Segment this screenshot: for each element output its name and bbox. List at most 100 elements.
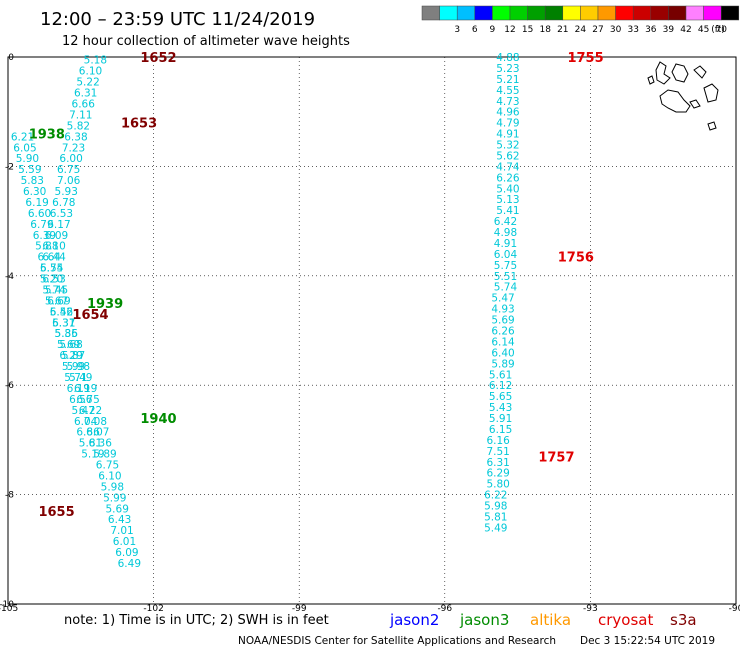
legend-label: 42	[680, 25, 691, 35]
wave-height-value: 5.62	[496, 150, 519, 162]
legend-unit: (ft)	[711, 25, 725, 35]
legend-label: 12	[504, 25, 515, 35]
legend-swatch	[597, 5, 616, 21]
wave-height-value: 5.67	[45, 295, 68, 307]
legend-swatch	[474, 5, 493, 21]
wave-height-value: 5.99	[103, 492, 126, 504]
wave-height-value: 6.42	[494, 216, 517, 228]
wave-height-value: 6.04	[494, 249, 518, 261]
credit-text: NOAA/NESDIS Center for Satellite Applica…	[238, 635, 556, 647]
satellite-name: cryosat	[598, 611, 653, 629]
wave-height-value: 6.39	[33, 230, 56, 242]
wave-height-value: 5.71	[64, 372, 87, 384]
wave-height-value: 4.73	[496, 96, 519, 108]
y-tick-label: 0	[8, 53, 14, 63]
wave-height-value: 6.36	[89, 438, 113, 450]
wave-height-value: 5.75	[40, 263, 63, 275]
wave-height-value: 6.15	[489, 424, 512, 436]
wave-height-value: 6.10	[79, 66, 102, 78]
legend-swatch	[720, 5, 740, 21]
time-label: 1757	[538, 450, 574, 465]
wave-height-value: 5.35	[55, 328, 78, 340]
wave-height-value: 6.09	[115, 547, 138, 559]
legend-swatch	[703, 5, 722, 21]
wave-height-value: 6.44	[42, 252, 66, 264]
chart-title: 12:00 – 23:59 UTC 11/24/2019	[40, 9, 315, 30]
wave-height-value: 5.82	[67, 120, 90, 132]
wave-height-value: 6.31	[486, 457, 509, 469]
legend-swatch	[650, 5, 669, 21]
wave-height-value: 5.68	[59, 339, 82, 351]
legend-label: 45	[698, 25, 709, 35]
x-tick-label: -93	[583, 604, 598, 614]
wave-height-value: 6.43	[108, 514, 131, 526]
wave-height-value: 5.69	[106, 503, 129, 515]
wave-height-value: 6.66	[72, 98, 96, 110]
wave-height-value: 5.40	[496, 183, 519, 195]
wave-height-value: 7.11	[69, 109, 92, 121]
time-label: 1756	[558, 251, 594, 266]
legend-label: 18	[539, 25, 551, 35]
x-tick-label: -90	[729, 604, 740, 614]
wave-height-value: 5.83	[21, 175, 44, 187]
wave-height-value: 5.47	[72, 405, 95, 417]
wave-height-value: 5.31	[52, 317, 75, 329]
wave-height-value: 6.04	[74, 416, 98, 428]
wave-height-value: 5.81	[484, 511, 507, 523]
wave-height-value: 6.79	[30, 219, 53, 231]
wave-height-value: 5.56	[50, 306, 74, 318]
wave-height-value: 5.13	[496, 194, 519, 206]
wave-height-value: 5.86	[55, 328, 79, 340]
wave-height-value: 6.17	[47, 219, 70, 231]
wave-height-value: 7.23	[62, 142, 85, 154]
wave-height-value: 5.98	[101, 481, 124, 493]
wave-height-value: 5.61	[489, 369, 512, 381]
wave-height-value: 5.91	[489, 413, 512, 425]
y-tick-label: -10	[0, 600, 14, 610]
legend-label: 6	[472, 25, 478, 35]
wave-height-value: 5.81	[79, 438, 102, 450]
x-tick-label: -102	[143, 604, 163, 614]
legend-swatch	[615, 5, 634, 21]
wave-height-value: 4.96	[496, 107, 520, 119]
wave-height-value: 4.91	[496, 129, 519, 141]
wave-height-value: 6.86	[76, 427, 100, 439]
legend-swatch	[580, 5, 599, 21]
legend-swatch	[456, 5, 476, 21]
wave-height-value: 6.07	[86, 427, 109, 439]
wave-height-value: 5.32	[496, 140, 519, 152]
track-s3a: 5.186.105.226.316.667.115.826.387.236.00…	[38, 51, 176, 570]
wave-height-value: 6.53	[50, 208, 73, 220]
wave-height-value: 5.93	[55, 186, 78, 198]
wave-height-value: 6.19	[67, 383, 90, 395]
wave-height-value: 5.49	[484, 522, 507, 534]
wave-height-value: 6.22	[79, 405, 102, 417]
wave-height-value: 5.18	[84, 55, 107, 67]
legend-label: 9	[490, 25, 496, 35]
wave-height-value: 6.37	[52, 317, 75, 329]
x-tick-label: -105	[0, 604, 18, 614]
wave-height-value: 4.93	[491, 304, 514, 316]
satellite-name: s3a	[670, 611, 697, 629]
wave-height-value: 6.21	[11, 131, 34, 143]
x-tick-label: -96	[437, 604, 452, 614]
legend-swatch	[527, 5, 546, 21]
wave-height-value: 5.20	[40, 274, 63, 286]
wave-height-value: 4.79	[496, 118, 519, 130]
wave-height-value: 5.75	[494, 260, 517, 272]
wave-height-value: 6.09	[45, 230, 68, 242]
wave-height-value: 5.51	[494, 271, 517, 283]
legend-label: 39	[663, 25, 675, 35]
x-tick-label: -99	[292, 604, 307, 614]
wave-height-value: 7.06	[57, 175, 81, 187]
legend-swatch	[439, 5, 458, 21]
wave-height-value: 5.45	[45, 284, 68, 296]
wave-height-value: 6.19	[25, 197, 48, 209]
time-label: 1938	[29, 128, 65, 143]
legend-label: 21	[557, 25, 568, 35]
legend-swatch	[668, 5, 687, 21]
wave-height-value: 5.49	[69, 372, 92, 384]
plot-frame	[7, 56, 737, 605]
wave-height-value: 6.16	[486, 435, 510, 447]
